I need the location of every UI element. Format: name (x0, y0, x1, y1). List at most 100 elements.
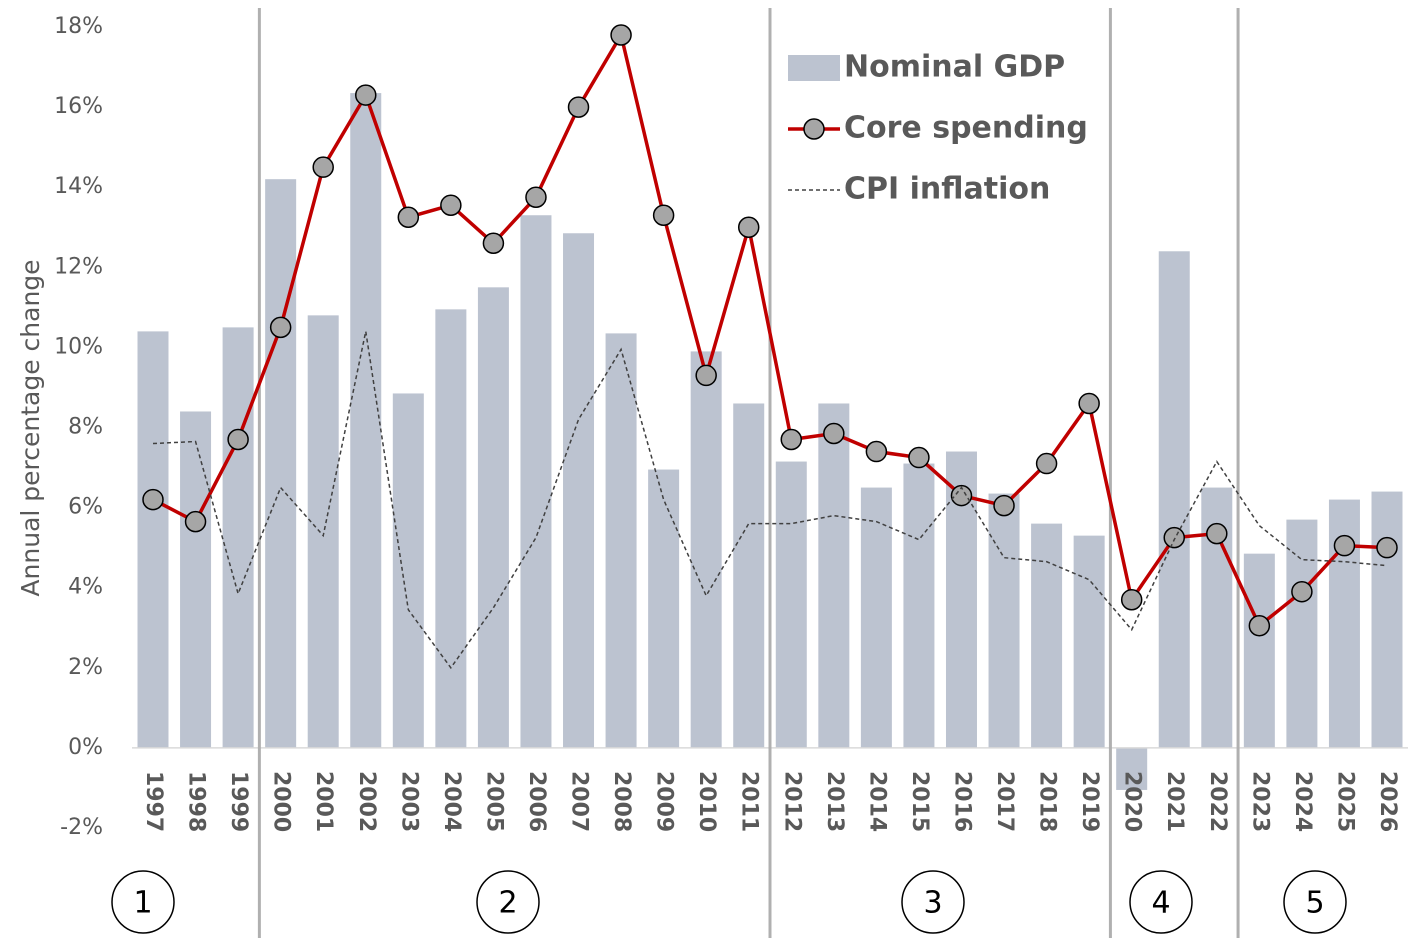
marker (312, 156, 334, 178)
marker (1333, 534, 1356, 557)
legend-label: Core spending (844, 111, 1088, 146)
marker (1206, 522, 1228, 545)
marker (1248, 614, 1271, 637)
marker (1376, 536, 1398, 559)
x-tick-label: 2007 (567, 771, 592, 832)
marker (355, 84, 377, 106)
x-tick-label: 2026 (1375, 771, 1400, 832)
bar (1158, 251, 1190, 748)
bar (988, 493, 1020, 748)
x-tick-label: 2018 (1035, 771, 1060, 832)
marker (950, 484, 973, 507)
bar (648, 469, 680, 748)
marker (482, 232, 505, 255)
y-tick-label: 8% (68, 415, 103, 440)
y-tick-label: 0% (68, 735, 103, 760)
marker (865, 440, 888, 463)
y-tick-label: 14% (54, 174, 103, 199)
bar (563, 233, 595, 748)
legend-marker (803, 118, 825, 140)
period-circle (901, 870, 965, 934)
x-tick-label: 2012 (779, 771, 804, 832)
x-tick-label: 2013 (822, 771, 847, 832)
x-tick-label: 2023 (1247, 771, 1272, 832)
bar (1073, 535, 1105, 748)
x-tick-label: 2014 (864, 771, 889, 832)
bar (733, 403, 765, 748)
bar (477, 287, 509, 748)
x-tick-label: 2024 (1290, 771, 1315, 832)
bar (435, 309, 467, 748)
x-tick-label: 2016 (949, 771, 974, 832)
marker (269, 316, 292, 339)
x-tick-label: 2015 (907, 771, 932, 832)
marker (908, 446, 930, 469)
marker (142, 488, 164, 511)
bar (1116, 747, 1148, 790)
marker (1078, 392, 1100, 415)
marker (1163, 526, 1185, 549)
marker (227, 428, 249, 451)
bar (605, 333, 637, 748)
bar (222, 327, 254, 748)
legend-swatch (788, 55, 840, 81)
bar (818, 403, 850, 748)
marker (567, 96, 590, 118)
bar (775, 461, 807, 748)
x-tick-label: 2008 (609, 771, 634, 832)
legend-label: Nominal GDP (844, 50, 1065, 85)
bar (137, 331, 169, 748)
x-tick-label: 2021 (1162, 771, 1187, 832)
period-label: 1 (133, 886, 152, 921)
bar (180, 411, 212, 748)
y-tick-label: 6% (68, 495, 103, 520)
x-tick-label: 2011 (737, 771, 762, 832)
bar (1286, 519, 1318, 748)
y-axis-label: Annual percentage change (16, 259, 45, 596)
marker (1035, 452, 1058, 475)
marker (780, 428, 803, 451)
marker (823, 422, 845, 445)
marker (695, 364, 717, 387)
bar (1031, 523, 1063, 748)
legend-label: CPI inflation (844, 172, 1050, 207)
x-tick-label: 2009 (652, 771, 677, 832)
bar (1243, 553, 1275, 748)
bar (350, 93, 382, 748)
marker (184, 510, 207, 533)
x-tick-label: 2002 (354, 771, 379, 832)
x-tick-label: 2000 (269, 771, 294, 832)
y-tick-label: 12% (54, 254, 103, 279)
period-label: 4 (1151, 886, 1170, 921)
period-circle (476, 870, 540, 934)
y-tick-label: -2% (60, 815, 103, 840)
x-tick-label: 1998 (184, 771, 209, 832)
bar (903, 463, 935, 748)
bar (1371, 491, 1403, 748)
y-tick-label: 4% (68, 575, 103, 600)
x-tick-label: 2020 (1120, 771, 1145, 832)
bar (520, 215, 552, 748)
marker (440, 194, 462, 216)
marker (1120, 588, 1143, 611)
marker (525, 186, 547, 208)
bar (307, 315, 339, 748)
period-circle (111, 870, 175, 934)
period-circle (1129, 870, 1193, 934)
x-tick-label: 2006 (524, 771, 549, 832)
marker (993, 494, 1015, 517)
x-tick-label: 2004 (439, 771, 464, 832)
x-tick-label: 2003 (396, 771, 421, 832)
x-tick-label: 2005 (481, 771, 506, 832)
marker (737, 216, 760, 238)
x-tick-label: 2019 (1077, 771, 1102, 832)
bar (265, 179, 297, 748)
x-tick-label: 2022 (1205, 771, 1230, 832)
x-tick-label: 1999 (226, 771, 251, 832)
x-tick-label: 2017 (992, 771, 1017, 832)
marker (610, 24, 632, 46)
y-tick-label: 2% (68, 655, 103, 680)
period-circle (1283, 870, 1347, 934)
bar (690, 351, 722, 748)
y-tick-label: 16% (54, 94, 103, 119)
